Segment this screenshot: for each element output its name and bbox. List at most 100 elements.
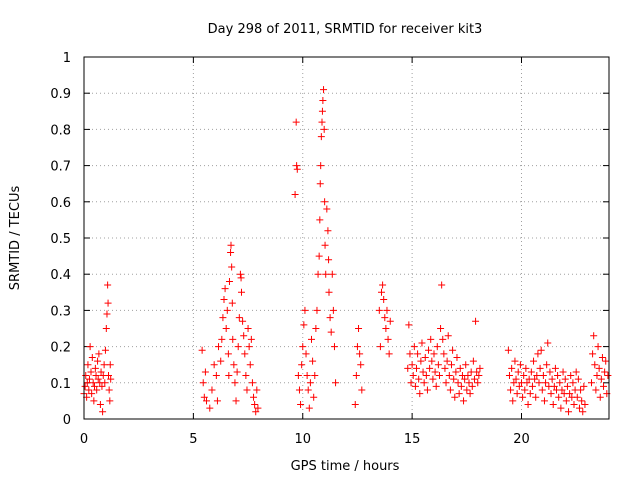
y-tick-label: 0.1 <box>50 377 71 392</box>
data-point <box>598 353 606 361</box>
data-point <box>592 386 600 394</box>
data-point <box>512 375 520 383</box>
data-point <box>315 252 323 260</box>
data-point <box>212 372 220 380</box>
x-tick-label: 15 <box>404 432 421 447</box>
data-point <box>457 382 465 390</box>
data-point <box>85 386 93 394</box>
data-point <box>103 310 111 318</box>
data-point <box>229 335 237 343</box>
data-point <box>578 397 586 405</box>
data-point <box>505 372 513 380</box>
data-point <box>87 368 95 376</box>
data-point <box>105 372 112 380</box>
data-point <box>602 357 610 365</box>
data-point <box>379 281 387 289</box>
plot-frame <box>83 56 610 420</box>
data-point <box>521 386 529 394</box>
data-point <box>320 125 328 133</box>
data-point <box>559 368 567 376</box>
data-point <box>83 379 91 387</box>
data-point <box>356 350 364 358</box>
data-point <box>449 346 457 354</box>
data-point <box>453 353 461 361</box>
data-point <box>245 343 253 351</box>
data-point <box>580 382 588 390</box>
data-point <box>380 296 388 304</box>
data-point <box>418 339 426 347</box>
data-point <box>451 393 459 401</box>
data-point <box>233 368 241 376</box>
data-point <box>309 357 317 365</box>
data-point <box>225 372 233 380</box>
data-point <box>445 372 453 380</box>
data-point <box>353 343 361 351</box>
data-point <box>472 317 480 325</box>
data-point <box>200 393 208 401</box>
data-point <box>590 332 598 340</box>
data-point <box>465 379 473 387</box>
data-point <box>291 191 299 199</box>
data-point <box>432 382 440 390</box>
data-point <box>575 404 583 412</box>
data-point <box>213 397 221 405</box>
data-point <box>327 328 335 336</box>
data-point <box>378 288 385 296</box>
data-point <box>555 393 563 401</box>
data-point <box>572 368 580 376</box>
data-point <box>470 375 478 383</box>
data-point <box>537 346 545 354</box>
data-point <box>101 379 109 387</box>
data-point <box>304 386 312 394</box>
data-point <box>228 299 236 307</box>
data-point <box>544 339 552 347</box>
data-point <box>569 379 577 387</box>
data-point <box>105 386 113 394</box>
data-point <box>206 404 214 412</box>
data-point <box>595 364 603 372</box>
data-point <box>250 393 258 401</box>
data-point <box>557 404 565 412</box>
data-point <box>330 343 338 351</box>
data-point <box>516 361 524 369</box>
data-point <box>332 379 340 387</box>
data-point <box>534 350 542 358</box>
data-point <box>431 368 439 376</box>
data-point <box>231 379 239 387</box>
data-point <box>405 321 413 329</box>
data-point <box>318 118 326 126</box>
data-point <box>522 364 530 372</box>
data-point <box>329 306 337 314</box>
data-point <box>230 361 238 369</box>
data-point <box>461 375 469 383</box>
data-point <box>523 379 531 387</box>
data-point <box>554 372 562 380</box>
data-point <box>355 325 363 332</box>
data-point <box>404 364 412 372</box>
y-tick-label: 0.5 <box>50 232 71 247</box>
data-point <box>510 379 518 387</box>
data-point <box>508 364 516 372</box>
data-point <box>218 335 226 343</box>
data-point <box>463 386 471 394</box>
data-point <box>352 372 360 380</box>
data-point <box>310 393 318 401</box>
data-point <box>219 314 227 322</box>
data-point <box>246 361 254 369</box>
data-point <box>203 397 210 405</box>
data-point <box>408 361 416 369</box>
data-point <box>551 364 559 372</box>
data-point <box>94 375 102 383</box>
data-point <box>101 346 109 354</box>
data-point <box>422 372 430 380</box>
data-point <box>319 96 327 104</box>
data-point <box>427 335 435 343</box>
data-point <box>416 390 424 398</box>
data-point <box>439 335 447 343</box>
data-point <box>435 372 443 380</box>
data-point <box>556 379 564 387</box>
data-point <box>88 353 96 361</box>
data-point <box>434 361 442 369</box>
data-point <box>208 386 216 394</box>
data-point <box>419 368 427 376</box>
